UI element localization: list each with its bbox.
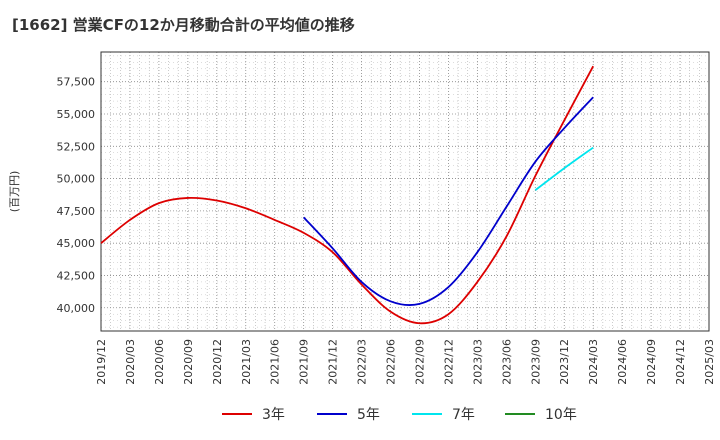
y-tick-label: 55,000: [57, 108, 96, 121]
x-tick-label: 2021/03: [240, 339, 253, 385]
y-tick-label: 45,000: [57, 237, 96, 250]
legend-label-3: 7年: [452, 407, 475, 423]
series-line-1: [100, 65, 594, 325]
series-line-3: [534, 146, 594, 191]
x-tick-label: 2019/12: [95, 339, 108, 385]
plot-frame: [100, 51, 710, 332]
x-tick-label: 2022/06: [385, 339, 398, 385]
x-tick-label: 2023/06: [500, 339, 513, 385]
x-tick-label: 2024/12: [674, 339, 687, 385]
x-tick-label: 2021/06: [269, 339, 282, 385]
y-tick-label: 57,500: [57, 76, 96, 89]
x-tick-label: 2023/12: [558, 339, 571, 385]
x-tick-label: 2022/12: [442, 339, 455, 385]
legend-label-1: 3年: [262, 407, 285, 423]
x-tick-label: 2025/03: [703, 339, 716, 385]
series-line-2: [303, 96, 594, 306]
x-tick-label: 2024/09: [645, 339, 658, 385]
y-tick-label: 52,500: [57, 140, 96, 153]
y-tick-label: 40,000: [57, 302, 96, 315]
y-tick-label: 42,500: [57, 269, 96, 282]
chart-title: [1662] 営業CFの12か月移動合計の平均値の推移: [12, 16, 355, 34]
y-axis-label: (百万円): [8, 171, 21, 213]
y-tick-label: 50,000: [57, 173, 96, 186]
x-tick-label: 2023/09: [529, 339, 542, 385]
x-tick-label: 2022/03: [356, 339, 369, 385]
legend-label-4: 10年: [545, 407, 577, 423]
x-tick-label: 2022/09: [413, 339, 426, 385]
x-tick-label: 2024/03: [587, 339, 600, 385]
x-tick-label: 2020/12: [211, 339, 224, 385]
x-tick-label: 2021/09: [298, 339, 311, 385]
x-tick-label: 2024/06: [616, 339, 629, 385]
x-tick-label: 2020/06: [153, 339, 166, 385]
legend-label-2: 5年: [357, 407, 380, 423]
x-tick-label: 2021/12: [327, 339, 340, 385]
x-tick-label: 2023/03: [471, 339, 484, 385]
x-tick-label: 2020/03: [124, 339, 137, 385]
y-tick-label: 47,500: [57, 205, 96, 218]
x-tick-label: 2020/09: [182, 339, 195, 385]
